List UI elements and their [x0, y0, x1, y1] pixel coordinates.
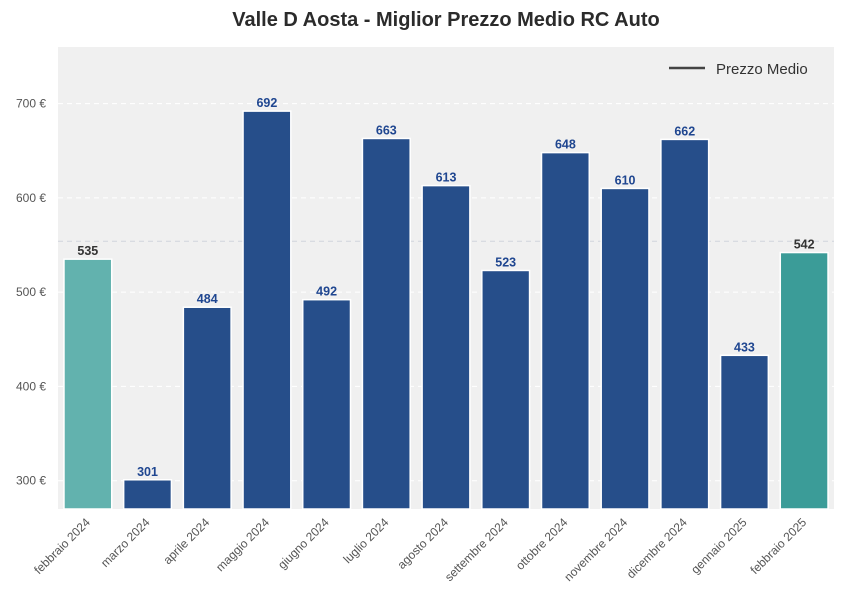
x-tick-label: luglio 2024 [340, 515, 391, 566]
bar [421, 184, 471, 510]
bar-value-label: 492 [316, 285, 337, 299]
x-tick-label: agosto 2024 [395, 515, 452, 572]
bar-value-label: 662 [674, 124, 695, 138]
y-tick-label: 300 € [16, 474, 46, 488]
bar [301, 298, 352, 510]
x-tick-label: febbraio 2024 [31, 515, 93, 577]
bar-value-label: 433 [734, 340, 755, 354]
legend: Prezzo Medio [669, 61, 808, 78]
x-tick-label: maggio 2024 [213, 515, 272, 574]
x-tick-label: aprile 2024 [160, 515, 212, 567]
bar-value-label: 301 [137, 465, 158, 479]
y-tick-label: 600 € [16, 191, 46, 205]
bar [63, 258, 113, 510]
bar-value-label: 692 [256, 96, 277, 110]
x-tick-label: dicembre 2024 [624, 515, 690, 581]
bar-value-label: 610 [615, 173, 636, 187]
bar-value-label: 648 [555, 138, 576, 152]
bar [600, 187, 650, 510]
bar [122, 479, 173, 510]
bar [779, 251, 829, 510]
x-tick-label: ottobre 2024 [513, 515, 571, 573]
bar [719, 354, 770, 510]
bars [63, 110, 829, 510]
bar [660, 138, 710, 510]
bar-value-label: 523 [495, 255, 516, 269]
bar [242, 110, 292, 510]
bar [361, 137, 411, 510]
x-tick-label: febbraio 2025 [747, 515, 809, 577]
bar-value-label: 484 [197, 292, 218, 306]
bar-value-label: 613 [436, 171, 457, 185]
value-labels: 535 301 484 692 492 663 613 523 648 610 662 433 542 [77, 96, 814, 479]
bar [481, 269, 531, 510]
bar [540, 151, 591, 510]
y-tick-label: 700 € [16, 97, 46, 111]
y-tick-label: 400 € [16, 379, 46, 393]
bar-value-label: 542 [794, 238, 815, 252]
bar-value-label: 663 [376, 123, 397, 137]
x-tick-label: gennaio 2025 [688, 515, 750, 577]
x-tick-label: settembre 2024 [442, 515, 511, 584]
y-tick-label: 500 € [16, 285, 46, 299]
legend-label: Prezzo Medio [716, 61, 808, 78]
x-tick-label: marzo 2024 [98, 515, 153, 570]
x-tick-label: giugno 2024 [275, 515, 332, 572]
bar-value-label: 535 [77, 244, 98, 258]
x-tick-label: novembre 2024 [561, 515, 630, 584]
y-axis: 300 € 400 € 500 € 600 € 700 € [16, 97, 46, 488]
chart-title: Valle D Aosta - Miglior Prezzo Medio RC … [232, 9, 659, 31]
bar [182, 306, 232, 510]
x-axis: febbraio 2024 marzo 2024 aprile 2024 maggio… [31, 515, 809, 584]
